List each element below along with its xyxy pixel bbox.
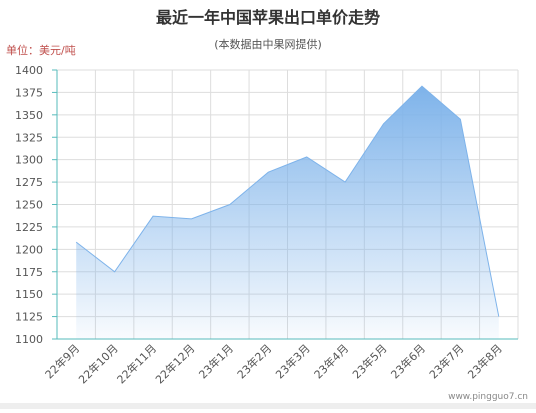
x-tick-label: 22年11月 [114,341,159,386]
y-tick-label: 1275 [15,176,43,189]
y-tick-label: 1125 [15,311,43,324]
chart-subtitle: (本数据由中果网提供) [214,37,322,51]
x-tick-label: 23年7月 [426,341,466,381]
x-tick-label: 22年10月 [75,341,120,386]
x-tick-label: 23年6月 [388,341,428,381]
watermark: www.pingguo7.cn [448,392,528,402]
y-tick-label: 1375 [15,86,43,99]
y-tick-label: 1225 [15,221,43,234]
y-tick-label: 1175 [15,266,43,279]
x-tick-label: 23年8月 [465,341,505,381]
x-tick-label: 23年2月 [234,341,274,381]
y-tick-label: 1250 [15,199,43,212]
y-axis-label: 单位：美元/吨 [6,43,76,57]
y-tick-label: 1350 [15,109,43,122]
area-fill [76,86,499,339]
x-tick-label: 22年12月 [152,341,197,386]
y-tick-label: 1400 [15,64,43,77]
y-tick-label: 1150 [15,288,43,301]
y-tick-label: 1300 [15,154,43,167]
x-tick-label: 23年4月 [311,341,351,381]
x-tick-label: 22年9月 [42,341,82,381]
x-tick-label: 23年3月 [273,341,313,381]
y-tick-label: 1325 [15,131,43,144]
y-tick-label: 1100 [15,333,43,346]
footer-strip [0,403,536,409]
x-tick-label: 23年5月 [349,341,389,381]
y-tick-label: 1200 [15,243,43,256]
area-line [75,85,500,317]
chart-title: 最近一年中国苹果出口单价走势 [156,8,380,27]
x-tick-label: 23年1月 [196,341,236,381]
